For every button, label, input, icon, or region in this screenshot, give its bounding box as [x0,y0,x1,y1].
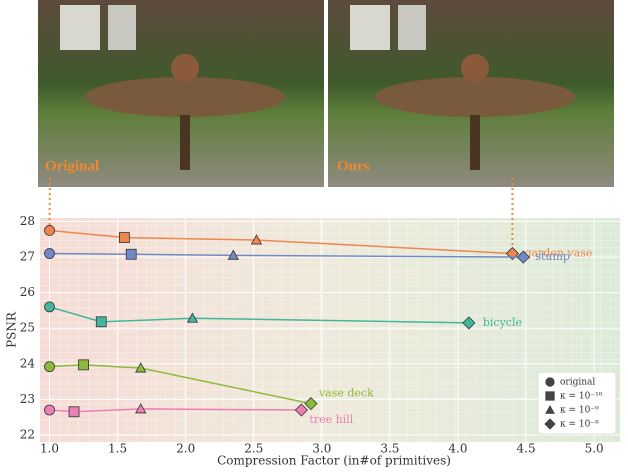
x-tick-label: 3.5 [380,442,399,456]
x-tick-label: 2.5 [244,442,263,456]
marker [96,317,106,327]
x-tick-label: 1.5 [108,442,127,456]
y-tick-label: 23 [20,392,35,406]
marker [126,249,136,259]
marker [45,405,55,415]
marker [79,360,89,370]
y-tick-label: 26 [20,285,35,299]
marker [45,225,55,235]
marker [69,407,79,417]
figure: Original Ours Compression Factor (in#of … [0,0,628,469]
y-axis-label: PSNR [5,311,19,348]
y-tick-label: 28 [20,214,35,228]
marker [45,302,55,312]
legend-label: κ = 10⁻⁸ [560,420,599,430]
legend-label: κ = 10⁻⁹ [560,406,599,416]
x-tick-label: 3.0 [312,442,331,456]
photo-ours: Ours [328,0,614,187]
y-tick-label: 22 [20,427,35,441]
x-axis-label: Compression Factor (in#of primitives) [217,454,451,468]
legend: original κ = 10⁻¹⁰ κ = 10⁻⁹ κ = 10⁻⁸ [538,372,616,434]
marker [119,233,129,243]
y-tick-label: 27 [20,250,35,264]
marker [45,249,55,259]
image-label: Original [45,158,99,174]
legend-label: original [560,378,595,388]
x-tick-label: 4.0 [448,442,467,456]
series-label: vase deck [318,387,374,400]
legend-label: κ = 10⁻¹⁰ [560,392,603,402]
marker [546,392,555,401]
y-tick-label: 25 [20,321,35,335]
series-label: stump [535,250,570,263]
image-label: Ours [337,158,370,174]
x-tick-label: 1.0 [40,442,59,456]
y-tick-label: 24 [20,356,36,370]
marker [546,378,555,387]
photo-original: Original [38,0,324,187]
marker [45,362,55,372]
x-tick-label: 4.5 [517,442,536,456]
x-tick-label: 2.0 [176,442,195,456]
series-label: tree hill [309,413,353,426]
x-tick-label: 5.0 [585,442,604,456]
series-label: bicycle [483,316,522,329]
